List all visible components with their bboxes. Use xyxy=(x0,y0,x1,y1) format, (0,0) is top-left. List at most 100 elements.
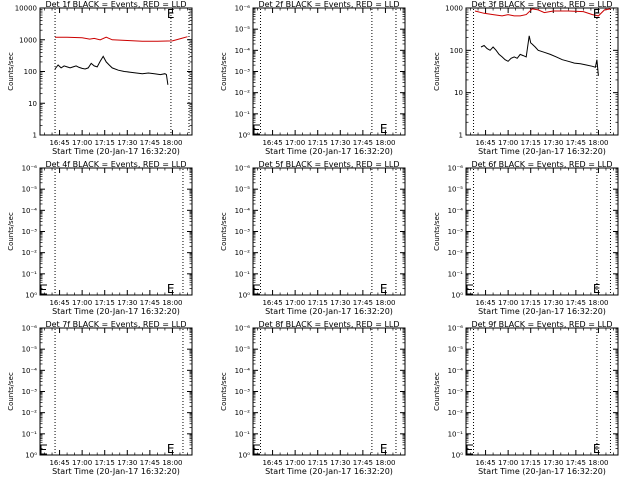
y-axis-label: Counts/sec xyxy=(7,212,15,251)
x-tick-label: 17:00 xyxy=(285,459,305,467)
detector-panel-2: Det 2f BLACK = Events, RED = LLD 10⁰ 10⁻¹ 1… xyxy=(220,0,405,156)
y-tick-label: 10⁻⁶ xyxy=(235,5,251,13)
y-tick-label: 10⁻² xyxy=(235,89,251,97)
y-tick-label: 10⁻¹ xyxy=(235,270,251,278)
y-tick-label: 10⁻⁶ xyxy=(448,165,464,173)
x-tick-label: 17:15 xyxy=(95,299,115,307)
x-tick-label: 17:15 xyxy=(95,139,115,147)
y-tick-label: 10⁻⁶ xyxy=(22,165,38,173)
y-tick-label: 10⁻² xyxy=(448,249,464,257)
y-tick-label: 10⁻⁴ xyxy=(235,47,251,55)
plot-frame xyxy=(466,8,618,135)
y-tick-label: 10⁰ xyxy=(451,292,463,300)
x-axis-label: Start Time (20-Jan-17 16:32:20) xyxy=(52,147,180,156)
y-tick-label: 10⁻⁶ xyxy=(235,325,251,333)
detector-panel-8: Det 8f BLACK = Events, RED = LLD10⁰10⁻¹1… xyxy=(220,320,405,476)
x-tick-label: 17:30 xyxy=(117,139,137,147)
plot-frame xyxy=(253,328,405,455)
y-tick-label: 10⁻⁵ xyxy=(22,186,38,194)
x-tick-label: 17:00 xyxy=(72,139,92,147)
y-axis-label: Counts/sec xyxy=(7,372,15,411)
x-tick-label: 17:15 xyxy=(308,299,328,307)
detector-panel-3: Det 3f BLACK = Events, RED = LLD11010010… xyxy=(433,0,618,156)
y-tick-label: 10⁰ xyxy=(25,452,37,460)
x-tick-label: 17:45 xyxy=(140,139,160,147)
y-tick-label: 10⁻⁵ xyxy=(235,26,251,34)
x-tick-label: 17:15 xyxy=(521,139,541,147)
flag-marker-label: E xyxy=(593,282,601,296)
x-tick-label: 16:45 xyxy=(475,299,495,307)
y-axis-label: Counts/sec xyxy=(433,212,441,251)
y-tick-label: 10⁻⁵ xyxy=(235,346,251,354)
detector-panel-6: Det 6f BLACK = Events, RED = LLD10⁰10⁻¹1… xyxy=(433,160,618,316)
y-axis-label: Counts/sec xyxy=(220,212,228,251)
x-tick-label: 17:45 xyxy=(353,459,373,467)
x-tick-label: 17:15 xyxy=(308,139,328,147)
x-axis-label: Start Time (20-Jan-17 16:32:20) xyxy=(52,467,180,476)
y-tick-label: 10⁻² xyxy=(235,409,251,417)
x-tick-label: 18:00 xyxy=(375,459,395,467)
detector-panel-4: Det 4f BLACK = Events, RED = LLD10⁰10⁻¹1… xyxy=(7,160,192,316)
x-tick-label: 17:45 xyxy=(353,139,373,147)
y-tick-label: 10⁻⁶ xyxy=(448,325,464,333)
y-tick-label: 10⁻⁴ xyxy=(235,367,251,375)
y-tick-label: 10⁻¹ xyxy=(448,270,464,278)
y-tick-label: 10⁰ xyxy=(238,132,250,140)
y-tick-label: 10⁻¹ xyxy=(235,110,251,118)
y-tick-label: 10⁻³ xyxy=(235,228,251,236)
y-tick-label: 10⁻⁴ xyxy=(235,207,251,215)
y-tick-label: 10⁻² xyxy=(448,409,464,417)
y-tick-label: 10⁻⁴ xyxy=(22,207,38,215)
x-tick-label: 17:30 xyxy=(330,139,350,147)
x-axis-label: Start Time (20-Jan-17 16:32:20) xyxy=(478,307,606,316)
x-tick-label: 17:00 xyxy=(498,459,518,467)
y-tick-label: 1000 xyxy=(19,36,37,44)
x-tick-label: 18:00 xyxy=(162,459,182,467)
y-tick-label: 10⁰ xyxy=(238,292,250,300)
x-tick-label: 17:15 xyxy=(521,459,541,467)
x-tick-label: 17:15 xyxy=(95,459,115,467)
detector-panel-7: Det 7f BLACK = Events, RED = LLD 10⁰ 10⁻¹ 1… xyxy=(7,320,192,476)
plot-frame xyxy=(40,328,192,455)
y-tick-label: 1 xyxy=(33,132,37,140)
flag-marker-label: E xyxy=(593,442,601,456)
y-tick-label: 10⁻⁵ xyxy=(235,186,251,194)
x-tick-label: 16:45 xyxy=(262,459,282,467)
y-tick-label: 10 xyxy=(454,89,463,97)
y-axis-label: Counts/sec xyxy=(433,52,441,91)
x-tick-label: 17:15 xyxy=(308,459,328,467)
x-tick-label: 17:30 xyxy=(330,459,350,467)
y-axis-label: Counts/sec xyxy=(433,372,441,411)
y-tick-label: 10⁻⁵ xyxy=(22,346,38,354)
flag-marker-label: E xyxy=(167,7,175,21)
x-tick-label: 17:45 xyxy=(566,299,586,307)
x-tick-label: 17:30 xyxy=(543,139,563,147)
x-tick-label: 18:00 xyxy=(375,139,395,147)
flag-marker-label: E xyxy=(167,442,175,456)
x-tick-label: 17:30 xyxy=(543,459,563,467)
plot-frame xyxy=(40,168,192,295)
y-tick-label: 10⁻⁵ xyxy=(448,186,464,194)
x-tick-label: 17:30 xyxy=(543,299,563,307)
lld-rate-line xyxy=(55,37,188,42)
x-tick-label: 16:45 xyxy=(49,299,69,307)
y-tick-label: 10⁰ xyxy=(451,452,463,460)
y-tick-label: 10⁻² xyxy=(22,249,38,257)
x-tick-label: 18:00 xyxy=(588,459,608,467)
detector-panel-9: Det 9f BLACK = Events, RED = LLD 10⁰ 10⁻¹ 1… xyxy=(433,320,618,476)
y-tick-label: 10⁻⁶ xyxy=(235,165,251,173)
plot-frame xyxy=(40,8,192,135)
flag-marker-label: E xyxy=(380,442,388,456)
x-axis-label: Start Time (20-Jan-17 16:32:20) xyxy=(265,307,393,316)
x-tick-label: 17:30 xyxy=(330,299,350,307)
flag-marker-label: E xyxy=(380,122,388,136)
y-tick-label: 10⁻⁴ xyxy=(448,367,464,375)
x-tick-label: 17:00 xyxy=(498,139,518,147)
y-tick-label: 10⁻⁴ xyxy=(22,367,38,375)
events-rate-line xyxy=(481,36,598,76)
y-tick-label: 10000 xyxy=(15,5,37,13)
detector-panel-5: Det 5f BLACK = Events, RED = LLD10⁰10⁻¹1… xyxy=(220,160,405,316)
y-tick-label: 10⁻³ xyxy=(22,228,38,236)
